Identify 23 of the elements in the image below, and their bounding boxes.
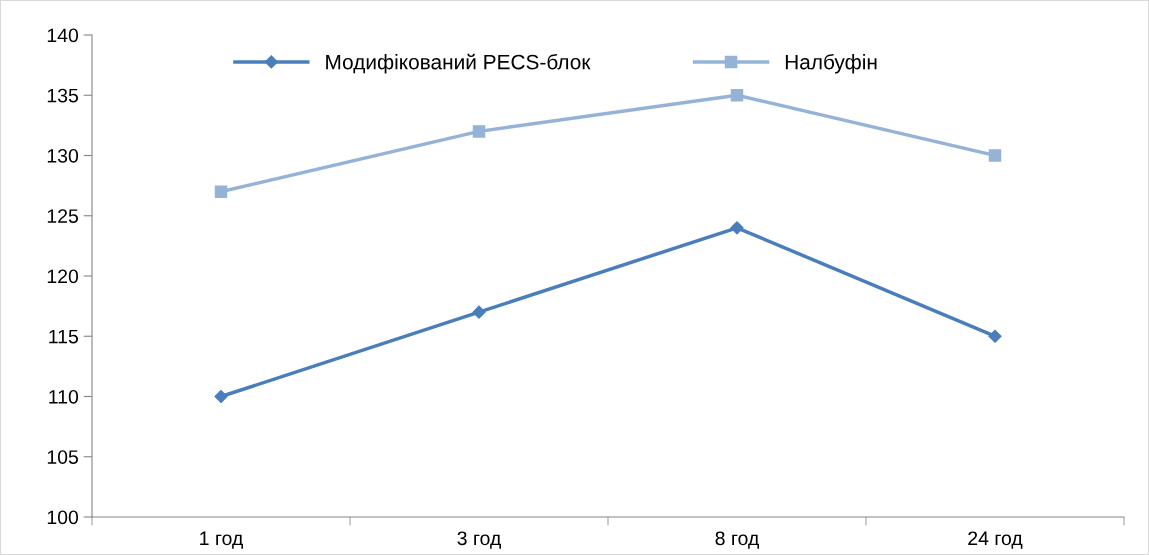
point (472, 125, 486, 138)
y-tick-label: 140 (47, 28, 79, 43)
y-tick-label: 135 (47, 88, 78, 103)
x-tick-label: 3 год (457, 531, 501, 549)
point (214, 185, 228, 198)
point (730, 221, 744, 235)
y-tick-label: 105 (47, 450, 78, 464)
x-tick-label: 24 год (968, 531, 1023, 549)
point (472, 305, 486, 319)
y-tick-label: 125 (47, 209, 78, 223)
point (214, 389, 228, 404)
point (988, 149, 1002, 162)
y-tick-label: 120 (47, 269, 79, 284)
y-tick-label: 115 (49, 329, 78, 344)
point (730, 88, 744, 102)
legend-label: Налбуфін (785, 53, 877, 74)
y-tick-label: 130 (47, 148, 79, 163)
y-tick-label: 110 (49, 389, 79, 404)
x-tick-label: 8 год (715, 531, 759, 549)
y-tick-label: 100 (47, 510, 79, 525)
point (988, 329, 1002, 343)
legend-label: Модифікований PECS-блок (326, 53, 591, 74)
x-tick-label: 1 год (200, 531, 243, 549)
